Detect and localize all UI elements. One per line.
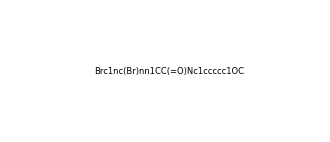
Text: Brc1nc(Br)nn1CC(=O)Nc1ccccc1OC: Brc1nc(Br)nn1CC(=O)Nc1ccccc1OC (94, 67, 244, 76)
